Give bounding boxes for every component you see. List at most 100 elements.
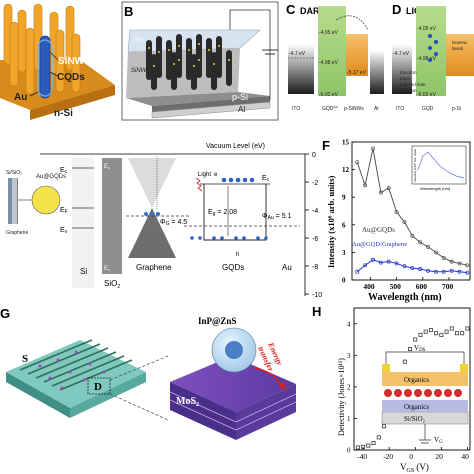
h-data-point	[376, 435, 381, 440]
panel-f-inset-ylabel: Intensity (x10⁵ arb. units)	[413, 149, 417, 182]
quantum-dot-speckles	[148, 43, 230, 67]
label-mos2-main: MoS	[176, 396, 196, 407]
label-inp-zns: InP@ZnS	[198, 316, 236, 326]
label-graphene: Graphene	[136, 263, 172, 272]
inset-vg-sub: G	[439, 440, 443, 445]
light-wave	[195, 177, 203, 192]
h-data-point	[428, 328, 433, 333]
f-series-point-1	[402, 220, 407, 224]
panel-f-inset-curve	[417, 151, 465, 179]
panel-f-xlabel: Wavelength (nm)	[368, 292, 442, 303]
inset-vg-label: VG	[434, 436, 443, 445]
f-series-point-1	[457, 261, 462, 266]
energy-tick-0: 0	[312, 152, 316, 159]
h-ytick-label: 3	[347, 352, 351, 360]
f-series-line-2	[356, 259, 468, 274]
eg-label: Eg = 2.08	[208, 209, 237, 217]
label-sio2: SiO2	[104, 279, 120, 290]
label-ev-sio2: Ev	[104, 266, 110, 272]
al-layer	[151, 101, 271, 119]
f-series-point-2	[402, 264, 407, 269]
panel-f-inset-xlabel: Wavelength (nm)	[420, 186, 451, 191]
label-gqds: GQDs	[222, 263, 244, 272]
f-series-point-2	[418, 267, 423, 271]
h-data-point	[444, 329, 449, 334]
h-ytick-label: 2	[347, 383, 351, 391]
inset-organics-top	[382, 372, 468, 386]
h-xtick-label: -20	[383, 452, 393, 461]
label-cqds: CQDs	[57, 72, 85, 83]
pointer-au	[29, 91, 39, 97]
f-ytick-label: 0	[342, 277, 346, 285]
energy-tick-5: -10	[312, 292, 322, 299]
external-circuit-wire	[229, 9, 271, 100]
label-sio2-main: SiO	[104, 279, 117, 288]
electron-transfer-arrow-c	[335, 15, 369, 31]
xlabel-gqd-c: GQDAu	[322, 105, 338, 112]
h-data-point	[371, 441, 376, 446]
device-substrate-top	[6, 340, 146, 408]
ito-block-d	[392, 44, 412, 94]
panel-f-series	[355, 146, 470, 275]
energy-transfer-arrowhead	[278, 382, 286, 392]
phi-au-label: ΦAu = 5.1	[262, 213, 292, 221]
h-data-point	[413, 337, 418, 342]
inset-vds-label: VDS	[414, 344, 426, 353]
h-ytick-label: 0	[347, 447, 351, 455]
ann-bendi: bendi	[452, 46, 463, 51]
label-si-sio2-inset: Si/SiO₂	[6, 170, 22, 176]
eg-symbol: E	[208, 209, 213, 216]
graphene-holes	[144, 212, 160, 216]
panel-d-label: D	[392, 2, 401, 17]
xlabel-ito-d: ITO	[396, 106, 404, 112]
h-data-point	[361, 444, 366, 449]
panel-h-xlabel-unit: (V)	[414, 462, 429, 472]
ann-induced-hole: induced hole	[400, 82, 426, 87]
label-e-minus: e	[214, 172, 218, 178]
f-series-point-1	[449, 259, 454, 264]
panel-c: C DARK -4.7 eV -4.05 eV -4.98 eV -6.02 e…	[286, 2, 384, 112]
label-ev-sio2-sub: v	[108, 267, 110, 272]
panel-f-legend-1: Au@GQDs	[362, 226, 395, 234]
label-p-si: p-Si	[232, 92, 248, 102]
panel-h-inset: Si/SiO₂ Organics Organics VDS VG	[381, 344, 469, 445]
eg-sub: g	[213, 211, 216, 217]
h-xtick-label: 20	[435, 452, 443, 461]
e-ito-c: -4.7 eV	[289, 51, 306, 57]
f-series-point-1	[386, 186, 391, 190]
f-series-point-2	[426, 268, 430, 273]
label-s: S	[22, 353, 28, 365]
label-ev-si-sub: v	[65, 229, 68, 235]
xlabel-gqd-d: GQD	[422, 106, 434, 112]
label-au-e: Au	[282, 263, 292, 272]
label-ec-sio2: Ec	[104, 164, 110, 170]
e-top-c: -4.05 eV	[319, 30, 339, 36]
f-series-line-1	[356, 148, 468, 266]
panel-g-label: G	[0, 306, 10, 321]
f-xtick-label: 600	[416, 282, 428, 291]
f-series-point-2	[465, 270, 470, 275]
label-au-gqds-inset: Au@GQDs	[36, 174, 66, 180]
label-ec-gqd: Ec	[262, 175, 270, 183]
au-gqd-sphere	[31, 185, 61, 215]
inset-drain-electrode	[460, 364, 468, 372]
xlabel-gqd-c-sup: Au	[333, 105, 337, 109]
label-ef-si: EF	[60, 207, 68, 215]
panel-h-ylabel: Detectivity (Jones×10¹¹)	[337, 358, 346, 436]
mos2-atom-rows	[169, 391, 297, 431]
f-series-point-2	[394, 261, 399, 266]
e-low-d: -6.02 eV	[417, 92, 437, 98]
panel-e: Vacuum Level (eV) 0 -2 -4 -6 -8 -10 Si/S…	[6, 143, 322, 299]
psi-block-d	[446, 34, 474, 76]
h-xtick-label: 0	[409, 452, 413, 461]
mos2-layer-side-r	[236, 384, 296, 440]
phi-au-symbol: Φ	[262, 213, 268, 220]
label-ec-si-main: E	[60, 167, 65, 174]
f-series-point-1	[465, 263, 470, 268]
inset-vds-wire	[385, 351, 465, 364]
panel-h-label: H	[312, 304, 321, 319]
h-data-point	[355, 445, 360, 450]
inset-vg-main: V	[434, 436, 439, 444]
h-data-point	[434, 331, 439, 336]
